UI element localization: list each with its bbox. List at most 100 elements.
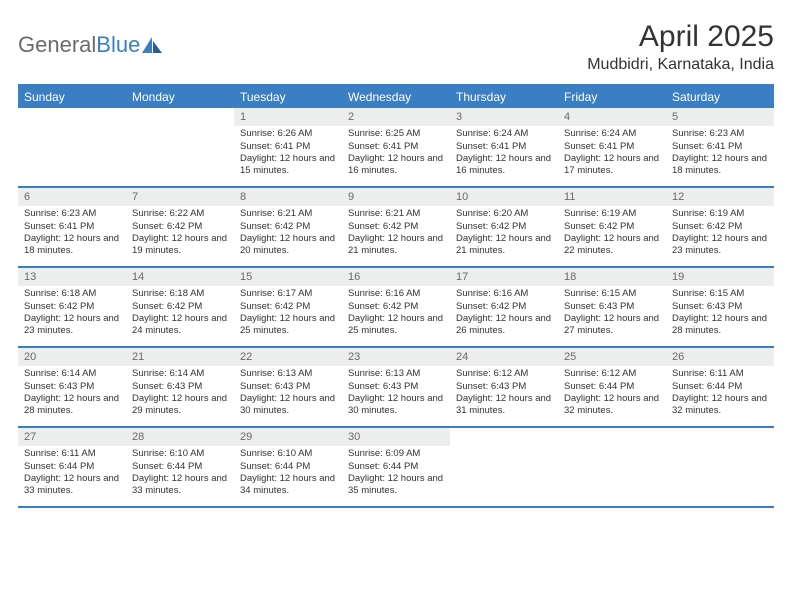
sunrise-line: Sunrise: 6:24 AM: [564, 128, 660, 140]
day-cell: 7Sunrise: 6:22 AMSunset: 6:42 PMDaylight…: [126, 188, 234, 266]
daylight-line: Daylight: 12 hours and 23 minutes.: [672, 233, 768, 258]
day-body: Sunrise: 6:15 AMSunset: 6:43 PMDaylight:…: [558, 286, 666, 341]
day-body: Sunrise: 6:14 AMSunset: 6:43 PMDaylight:…: [18, 366, 126, 421]
empty-cell: [666, 428, 774, 506]
sunrise-line: Sunrise: 6:23 AM: [672, 128, 768, 140]
week-row: 27 Sunrise: 6:11 AM Sunset: 6:44 PM Dayligh…: [18, 428, 774, 508]
daylight-line: Daylight: 12 hours and 31 minutes.: [456, 393, 552, 418]
daylight-line: Daylight: 12 hours and 32 minutes.: [564, 393, 660, 418]
day-number: 24: [450, 348, 558, 366]
day-cell: 18Sunrise: 6:15 AMSunset: 6:43 PMDayligh…: [558, 268, 666, 346]
day-number: 8: [234, 188, 342, 206]
week-row: 1Sunrise: 6:26 AMSunset: 6:41 PMDaylight…: [18, 108, 774, 188]
sunrise-line: Sunrise: 6:11 AM: [672, 368, 768, 380]
day-cell: 11Sunrise: 6:19 AMSunset: 6:42 PMDayligh…: [558, 188, 666, 266]
day-body: Sunrise: 6:12 AMSunset: 6:43 PMDaylight:…: [450, 366, 558, 421]
sunset-line: Sunset: 6:42 PM: [348, 221, 444, 233]
sunrise-line: Sunrise: 6:09 AM: [348, 448, 444, 460]
day-number: 12: [666, 188, 774, 206]
day-cell: 3Sunrise: 6:24 AMSunset: 6:41 PMDaylight…: [450, 108, 558, 186]
sunset-line: Sunset: 6:42 PM: [132, 301, 228, 313]
day-body: Sunrise: 6:24 AMSunset: 6:41 PMDaylight:…: [450, 126, 558, 181]
logo-text: GeneralBlue: [18, 32, 140, 58]
sunset-line: Sunset: 6:44 PM: [564, 381, 660, 393]
daylight-line: Daylight: 12 hours and 19 minutes.: [132, 233, 228, 258]
day-number: 30: [342, 428, 450, 446]
sunset-line: Sunset: 6:42 PM: [240, 301, 336, 313]
daylight-line: Daylight: 12 hours and 26 minutes.: [456, 313, 552, 338]
sunrise-line: Sunrise: 6:11 AM: [24, 448, 120, 460]
day-number: 14: [126, 268, 234, 286]
sunrise-line: Sunrise: 6:21 AM: [240, 208, 336, 220]
sunrise-line: Sunrise: 6:23 AM: [24, 208, 120, 220]
day-cell: 27Sunrise: 6:11 AMSunset: 6:44 PMDayligh…: [18, 428, 126, 506]
location-text: Mudbidri, Karnataka, India: [587, 56, 774, 74]
day-cell: 17Sunrise: 6:16 AMSunset: 6:42 PMDayligh…: [450, 268, 558, 346]
day-cell: 14Sunrise: 6:18 AMSunset: 6:42 PMDayligh…: [126, 268, 234, 346]
sunset-line: Sunset: 6:42 PM: [24, 301, 120, 313]
day-body: Sunrise: 6:13 AMSunset: 6:43 PMDaylight:…: [234, 366, 342, 421]
sunset-line: Sunset: 6:44 PM: [672, 381, 768, 393]
day-cell: 2Sunrise: 6:25 AMSunset: 6:41 PMDaylight…: [342, 108, 450, 186]
sunrise-line: Sunrise: 6:14 AM: [24, 368, 120, 380]
sunrise-line: Sunrise: 6:18 AM: [132, 288, 228, 300]
daylight-line: Daylight: 12 hours and 30 minutes.: [348, 393, 444, 418]
day-cell: 23Sunrise: 6:13 AMSunset: 6:43 PMDayligh…: [342, 348, 450, 426]
day-cell: 13Sunrise: 6:18 AMSunset: 6:42 PMDayligh…: [18, 268, 126, 346]
weekday-header-cell: Saturday: [666, 86, 774, 108]
day-number: 5: [666, 108, 774, 126]
day-number: 13: [18, 268, 126, 286]
daylight-line: Daylight: 12 hours and 21 minutes.: [456, 233, 552, 258]
sunset-line: Sunset: 6:42 PM: [456, 221, 552, 233]
sunset-line: Sunset: 6:42 PM: [132, 221, 228, 233]
week-row: 13Sunrise: 6:18 AMSunset: 6:42 PMDayligh…: [18, 268, 774, 348]
sunrise-line: Sunrise: 6:25 AM: [348, 128, 444, 140]
day-body: Sunrise: 6:15 AMSunset: 6:43 PMDaylight:…: [666, 286, 774, 341]
day-number: 3: [450, 108, 558, 126]
daylight-line: Daylight: 12 hours and 28 minutes.: [24, 393, 120, 418]
sunrise-line: Sunrise: 6:13 AM: [240, 368, 336, 380]
sunrise-line: Sunrise: 6:13 AM: [348, 368, 444, 380]
daylight-line: Daylight: 12 hours and 28 minutes.: [672, 313, 768, 338]
day-body: Sunrise: 6:16 AMSunset: 6:42 PMDaylight:…: [342, 286, 450, 341]
day-number: 21: [126, 348, 234, 366]
day-number: 23: [342, 348, 450, 366]
logo-text-1: General: [18, 32, 96, 57]
sunrise-line: Sunrise: 6:24 AM: [456, 128, 552, 140]
day-body: Sunrise: 6:21 AMSunset: 6:42 PMDaylight:…: [342, 206, 450, 261]
day-body: Sunrise: 6:09 AMSunset: 6:44 PMDaylight:…: [342, 446, 450, 501]
day-body: Sunrise: 6:23 AMSunset: 6:41 PMDaylight:…: [666, 126, 774, 181]
day-body: Sunrise: 6:16 AMSunset: 6:42 PMDaylight:…: [450, 286, 558, 341]
sunset-line: Sunset: 6:44 PM: [348, 461, 444, 473]
sunrise-line: Sunrise: 6:22 AM: [132, 208, 228, 220]
day-body: Sunrise: 6:11 AMSunset: 6:44 PMDaylight:…: [666, 366, 774, 421]
day-cell: 8Sunrise: 6:21 AMSunset: 6:42 PMDaylight…: [234, 188, 342, 266]
title-block: April 2025 Mudbidri, Karnataka, India: [587, 20, 774, 74]
sunrise-line: Sunrise: 6:12 AM: [456, 368, 552, 380]
daylight-line: Daylight: 12 hours and 32 minutes.: [672, 393, 768, 418]
sunrise-line: Sunrise: 6:16 AM: [348, 288, 444, 300]
day-body: Sunrise: 6:17 AMSunset: 6:42 PMDaylight:…: [234, 286, 342, 341]
sunset-line: Sunset: 6:42 PM: [564, 221, 660, 233]
sunrise-line: Sunrise: 6:14 AM: [132, 368, 228, 380]
page-header: GeneralBlue April 2025 Mudbidri, Karnata…: [18, 20, 774, 74]
daylight-line: Daylight: 12 hours and 34 minutes.: [240, 473, 336, 498]
day-body: Sunrise: 6:22 AMSunset: 6:42 PMDaylight:…: [126, 206, 234, 261]
sunset-line: Sunset: 6:43 PM: [132, 381, 228, 393]
day-number: 1: [234, 108, 342, 126]
day-number: 19: [666, 268, 774, 286]
day-number: 9: [342, 188, 450, 206]
day-body: Sunrise: 6:26 AMSunset: 6:41 PMDaylight:…: [234, 126, 342, 181]
day-cell: 22Sunrise: 6:13 AMSunset: 6:43 PMDayligh…: [234, 348, 342, 426]
weekday-header-cell: Monday: [126, 86, 234, 108]
weekday-header-cell: Tuesday: [234, 86, 342, 108]
sunset-line: Sunset: 6:43 PM: [240, 381, 336, 393]
day-cell: 12Sunrise: 6:19 AMSunset: 6:42 PMDayligh…: [666, 188, 774, 266]
day-number: 4: [558, 108, 666, 126]
daylight-line: Daylight: 12 hours and 25 minutes.: [240, 313, 336, 338]
sunrise-line: Sunrise: 6:16 AM: [456, 288, 552, 300]
sunrise-line: Sunrise: 6:15 AM: [564, 288, 660, 300]
day-body: Sunrise: 6:13 AMSunset: 6:43 PMDaylight:…: [342, 366, 450, 421]
day-number: 27: [18, 428, 126, 446]
day-cell: 6Sunrise: 6:23 AMSunset: 6:41 PMDaylight…: [18, 188, 126, 266]
